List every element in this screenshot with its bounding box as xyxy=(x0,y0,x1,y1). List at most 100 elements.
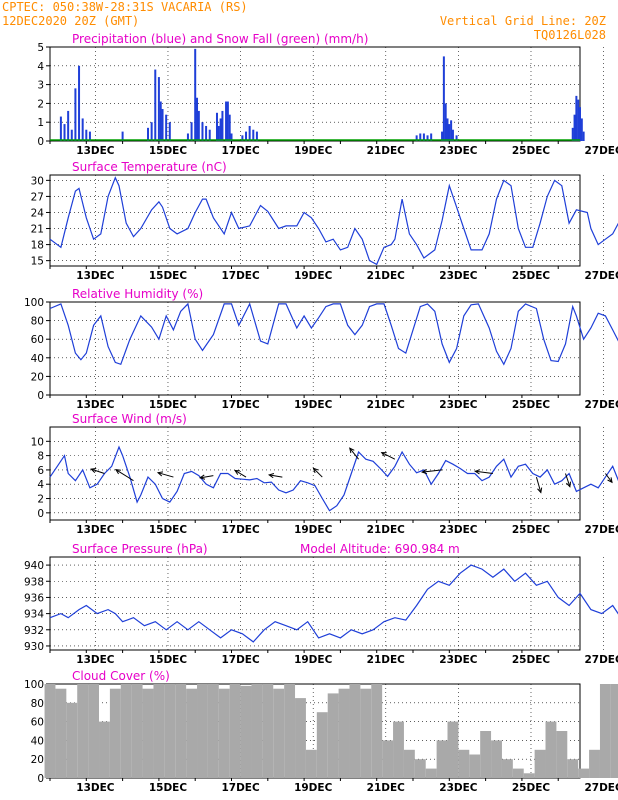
bar-cloud xyxy=(77,684,89,778)
bar-precip xyxy=(157,77,160,141)
bar-precip xyxy=(448,124,451,141)
panel-title: Surface Wind (m/s) xyxy=(72,412,187,426)
panel-wind: 0 2 4 6 8 10 13DEC 15DEC 17DEC 19DEC 21DEC 23DEC 25D… xyxy=(31,412,618,536)
panel-precip: 0 1 2 3 4 5 13DEC 15DEC 17DEC 19DEC 21DEC 23DEC 25DE… xyxy=(37,32,618,157)
bar-precip xyxy=(226,101,229,141)
bar-precip xyxy=(74,88,77,141)
x-tick-label: 13DEC xyxy=(76,399,115,411)
x-tick-label: 23DEC xyxy=(439,399,478,411)
wind-arrow-head xyxy=(607,477,613,484)
bar-cloud xyxy=(447,721,459,778)
panel-cloud: 0 20 40 60 80 100 13DEC 15DEC 17DEC 19DEC 21DEC 23D… xyxy=(24,669,618,794)
wind-arrow-head xyxy=(380,452,387,457)
bar-precip xyxy=(228,114,231,141)
wind-arrow xyxy=(565,473,571,487)
bar-cloud xyxy=(273,688,285,778)
bar-precip xyxy=(165,114,168,141)
y-tick-label: 2 xyxy=(37,98,44,110)
y-tick-label: 100 xyxy=(24,297,44,309)
bar-precip xyxy=(85,129,88,141)
x-tick-label: 15DEC xyxy=(149,399,188,411)
wind-arrow xyxy=(605,473,613,483)
panel-title: Surface Temperature (nC) xyxy=(72,160,227,174)
bar-cloud xyxy=(567,759,579,778)
bar-cloud xyxy=(120,684,132,778)
wind-arrow-head xyxy=(90,467,97,473)
bar-cloud xyxy=(44,684,56,778)
wind-arrow-head xyxy=(421,469,428,475)
y-tick-label: 3 xyxy=(37,80,44,92)
wind-arrow-head xyxy=(537,487,543,494)
panel-frame xyxy=(49,174,581,267)
bar-precip xyxy=(575,95,578,141)
wind-arrow-head xyxy=(566,481,572,488)
y-tick-label: 6 xyxy=(37,465,44,477)
bar-cloud xyxy=(512,768,524,778)
wind-arrow xyxy=(115,469,134,482)
panel-frame xyxy=(49,426,581,521)
bar-cloud xyxy=(349,684,361,778)
x-tick-label: 19DEC xyxy=(294,145,333,157)
bar-cloud xyxy=(240,685,252,778)
x-tick-label: 17DEC xyxy=(221,782,260,794)
bar-cloud xyxy=(545,721,557,778)
x-tick-label: 23DEC xyxy=(439,654,478,666)
y-tick-label: 80 xyxy=(31,316,44,328)
bar-cloud xyxy=(218,688,230,778)
y-tick-label: 15 xyxy=(31,256,44,268)
header-line2: 12DEC2020 20Z (GMT) xyxy=(2,14,139,28)
bar-precip xyxy=(88,131,91,141)
x-tick-label: 15DEC xyxy=(149,524,188,536)
bar-precip xyxy=(430,133,433,141)
bar-precip xyxy=(217,125,220,141)
bar-cloud xyxy=(186,688,198,778)
bar-cloud xyxy=(414,759,426,778)
bar-precip xyxy=(426,135,429,141)
y-tick-label: 2 xyxy=(37,494,44,506)
bar-precip xyxy=(422,133,425,141)
bar-precip xyxy=(442,56,445,141)
y-tick-label: 934 xyxy=(24,609,44,621)
bar-precip xyxy=(78,65,81,141)
bar-cloud xyxy=(55,688,67,778)
wind-arrow xyxy=(269,474,283,478)
x-tick-label: 19DEC xyxy=(294,654,333,666)
bar-cloud xyxy=(480,731,492,778)
bar-precip xyxy=(190,122,193,141)
bar-cloud xyxy=(425,768,437,778)
x-tick-label: 25DEC xyxy=(512,399,551,411)
line-humidity xyxy=(49,302,618,366)
bar-cloud xyxy=(142,688,154,778)
y-tick-label: 60 xyxy=(31,334,44,346)
y-tick-label: 4 xyxy=(37,479,44,491)
x-tick-label: 21DEC xyxy=(367,524,406,536)
x-tick-label: 13DEC xyxy=(76,270,115,282)
bar-precip xyxy=(230,133,233,141)
bar-precip xyxy=(241,135,244,141)
bar-cloud xyxy=(88,684,100,778)
bar-cloud xyxy=(556,731,568,778)
panel-pressure: 930 932 934 936 938 940 13DEC 15DEC 17DEC 19DEC 21… xyxy=(24,542,618,666)
bar-precip xyxy=(415,135,418,141)
x-tick-label: 15DEC xyxy=(149,782,188,794)
bar-cloud xyxy=(458,749,470,778)
bar-precip xyxy=(67,110,70,141)
panel-humidity: 0 20 40 60 80 100 13DEC 15DEC 17DEC 19DEC 21DEC 23D… xyxy=(24,287,618,411)
bar-precip xyxy=(248,125,251,141)
y-tick-label: 930 xyxy=(24,641,44,653)
bar-cloud xyxy=(327,693,339,778)
y-tick-label: 940 xyxy=(24,560,44,572)
x-tick-label: 15DEC xyxy=(149,654,188,666)
x-tick-label: 19DEC xyxy=(294,399,333,411)
y-tick-label: 936 xyxy=(24,592,44,604)
x-tick-label: 15DEC xyxy=(149,270,188,282)
bar-cloud xyxy=(491,740,502,778)
panel-frame xyxy=(49,556,581,651)
y-tick-label: 80 xyxy=(31,698,44,710)
bar-cloud xyxy=(207,684,219,778)
